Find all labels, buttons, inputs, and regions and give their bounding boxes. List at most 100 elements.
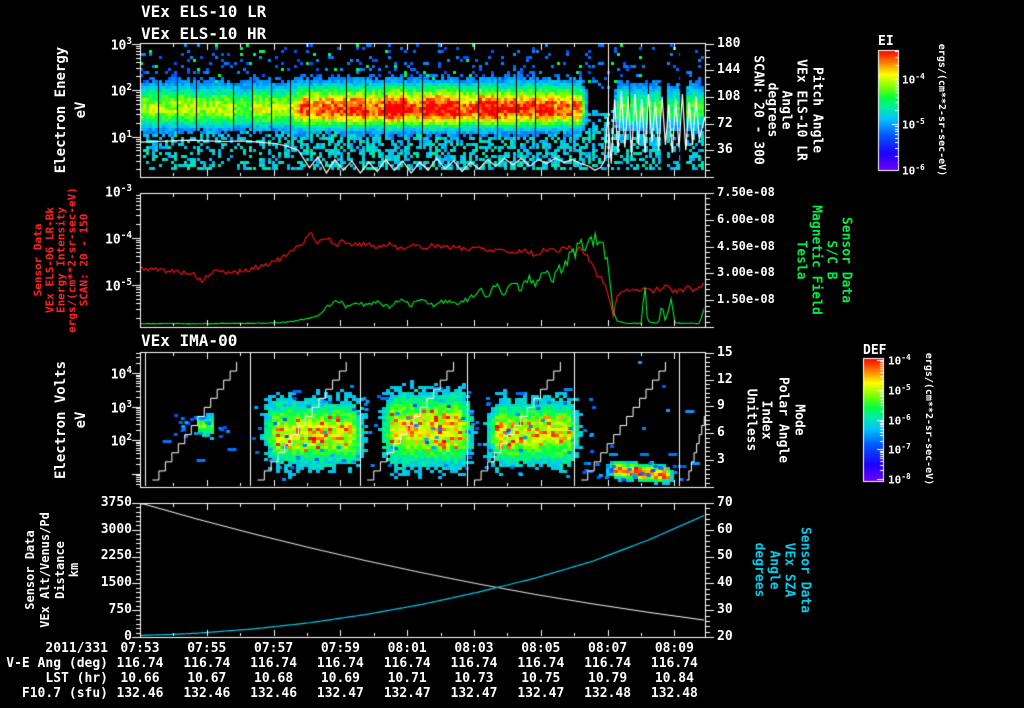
p3-ytick: 102 bbox=[110, 431, 132, 450]
axis-label-left: VEx Alt/Venus/Pd bbox=[38, 512, 52, 628]
time-label: 08:05 bbox=[521, 640, 561, 656]
p2-right-tick: 7.50e-08 bbox=[717, 185, 775, 200]
table-row-label: LST (hr) bbox=[45, 670, 108, 686]
table-cell: 132.47 bbox=[450, 685, 498, 701]
axis-label-left: Sensor Data bbox=[23, 530, 37, 610]
table-cell: 132.46 bbox=[250, 685, 298, 701]
p3-right-tick: 6 bbox=[717, 424, 725, 440]
axis-label-right: Index bbox=[758, 400, 774, 440]
colorbar-tick: 10-6 bbox=[888, 412, 911, 428]
p4-ytick: 3750 bbox=[100, 494, 132, 510]
time-label: 08:09 bbox=[654, 640, 694, 656]
time-label: 07:59 bbox=[320, 640, 360, 656]
axis-label-left: km bbox=[67, 562, 81, 578]
time-label: 08:07 bbox=[588, 640, 628, 656]
p1-right-tick: 180 bbox=[717, 35, 741, 51]
table-cell: 10.79 bbox=[588, 670, 628, 686]
p4-right-tick: 60 bbox=[717, 521, 733, 537]
plot-title-line1: VEx ELS-10 LR bbox=[141, 2, 267, 21]
time-label: 07:53 bbox=[120, 640, 160, 656]
p3-right-tick: 3 bbox=[717, 451, 725, 467]
table-cell: 132.46 bbox=[183, 685, 231, 701]
axis-label-left: Electron Energy bbox=[53, 46, 69, 174]
colorbar-tick: 10-6 bbox=[902, 162, 925, 178]
axis-label-right: S/C B bbox=[823, 240, 839, 280]
table-cell: 116.74 bbox=[316, 655, 364, 671]
p4-right-tick: 70 bbox=[717, 494, 733, 510]
time-label: 07:57 bbox=[254, 640, 294, 656]
axis-label-right: Sensor Data bbox=[797, 526, 813, 614]
table-cell: 116.74 bbox=[650, 655, 698, 671]
p2-right-tick: 4.50e-08 bbox=[717, 239, 775, 254]
table-cell: 132.48 bbox=[584, 685, 632, 701]
axis-label-right: Unitless bbox=[743, 388, 759, 452]
p4-ytick: 1500 bbox=[100, 575, 132, 591]
table-cell: 116.74 bbox=[584, 655, 632, 671]
table-cell: 10.68 bbox=[254, 670, 294, 686]
table-cell: 116.74 bbox=[517, 655, 565, 671]
p1-right-tick: 36 bbox=[717, 141, 733, 157]
axis-label-right: degrees bbox=[764, 82, 780, 138]
p1-right-tick: 144 bbox=[717, 61, 741, 77]
axis-label-right: Tesla bbox=[793, 240, 809, 280]
table-cell: 10.73 bbox=[454, 670, 494, 686]
table-cell: 116.74 bbox=[183, 655, 231, 671]
p3-ytick: 103 bbox=[110, 398, 132, 417]
axis-label-right: Angle bbox=[766, 550, 782, 590]
axis-label-right: Magnetic Field bbox=[808, 205, 824, 315]
colorbar-units: ergs/(cm**2-sr-sec-eV) bbox=[936, 43, 947, 177]
p1-right-tick: 108 bbox=[717, 88, 741, 104]
axis-label-left: eV bbox=[73, 101, 89, 119]
table-cell: 132.48 bbox=[650, 685, 698, 701]
time-label: 08:03 bbox=[454, 640, 494, 656]
plot-title-line2: VEx ELS-10 HR bbox=[141, 24, 267, 43]
p1-right-tick: 72 bbox=[717, 115, 733, 131]
p4-right-tick: 50 bbox=[717, 548, 733, 564]
colorbar-units: ergs/(cm**2-sr-sec-eV) bbox=[923, 352, 934, 486]
colorbar-tick: 10-7 bbox=[888, 441, 911, 457]
axis-label-right: Mode bbox=[791, 404, 807, 436]
axis-label-left: SCAN: 20 - 150 bbox=[77, 213, 91, 307]
table-cell: 10.67 bbox=[187, 670, 227, 686]
axis-label-right: VEx ELS-10 LR bbox=[793, 59, 809, 161]
table-cell: 10.69 bbox=[320, 670, 360, 686]
table-cell: 10.84 bbox=[654, 670, 694, 686]
table-row-label: F10.7 (sfu) bbox=[21, 685, 108, 701]
p1-ytick: 101 bbox=[110, 128, 132, 147]
axis-label-right: Angle bbox=[778, 90, 794, 130]
p3-right-tick: 15 bbox=[717, 344, 733, 360]
p4-ytick: 0 bbox=[124, 628, 132, 644]
p4-ytick: 3000 bbox=[100, 521, 132, 537]
p4-right-tick: 40 bbox=[717, 575, 733, 591]
table-cell: 132.47 bbox=[316, 685, 364, 701]
p4-ytick: 2250 bbox=[100, 548, 132, 564]
table-row-label: V-E Ang (deg) bbox=[6, 655, 108, 671]
table-cell: 116.74 bbox=[250, 655, 298, 671]
colorbar-tick: 10-4 bbox=[902, 71, 925, 87]
table-cell: 132.47 bbox=[517, 685, 565, 701]
axis-label-right: SCAN: 20 - 300 bbox=[750, 55, 766, 165]
date-label: 2011/331 bbox=[45, 640, 108, 656]
time-label: 07:55 bbox=[187, 640, 227, 656]
p2-right-tick: 3.00e-08 bbox=[717, 265, 775, 280]
axis-label-left: Sensor Data bbox=[31, 223, 45, 297]
axis-label-right: VEx SZA bbox=[781, 542, 797, 598]
p4-ytick: 750 bbox=[108, 602, 132, 618]
table-cell: 10.71 bbox=[387, 670, 427, 686]
panel3-title: VEx IMA-00 bbox=[141, 331, 238, 350]
axis-label-right: Sensor Data bbox=[838, 216, 854, 304]
table-cell: 116.74 bbox=[383, 655, 431, 671]
table-cell: 10.66 bbox=[120, 670, 160, 686]
colorbar-tick: 10-8 bbox=[888, 471, 911, 487]
table-cell: 116.74 bbox=[450, 655, 498, 671]
table-cell: 132.46 bbox=[116, 685, 164, 701]
colorbar-title: EI bbox=[878, 33, 894, 49]
p3-ytick: 104 bbox=[110, 364, 132, 383]
p4-right-tick: 20 bbox=[717, 628, 733, 644]
axis-label-left: Distance bbox=[53, 541, 67, 599]
table-cell: 116.74 bbox=[116, 655, 164, 671]
p3-right-tick: 9 bbox=[717, 397, 725, 413]
axis-label-left: Electron Volts bbox=[53, 360, 69, 480]
